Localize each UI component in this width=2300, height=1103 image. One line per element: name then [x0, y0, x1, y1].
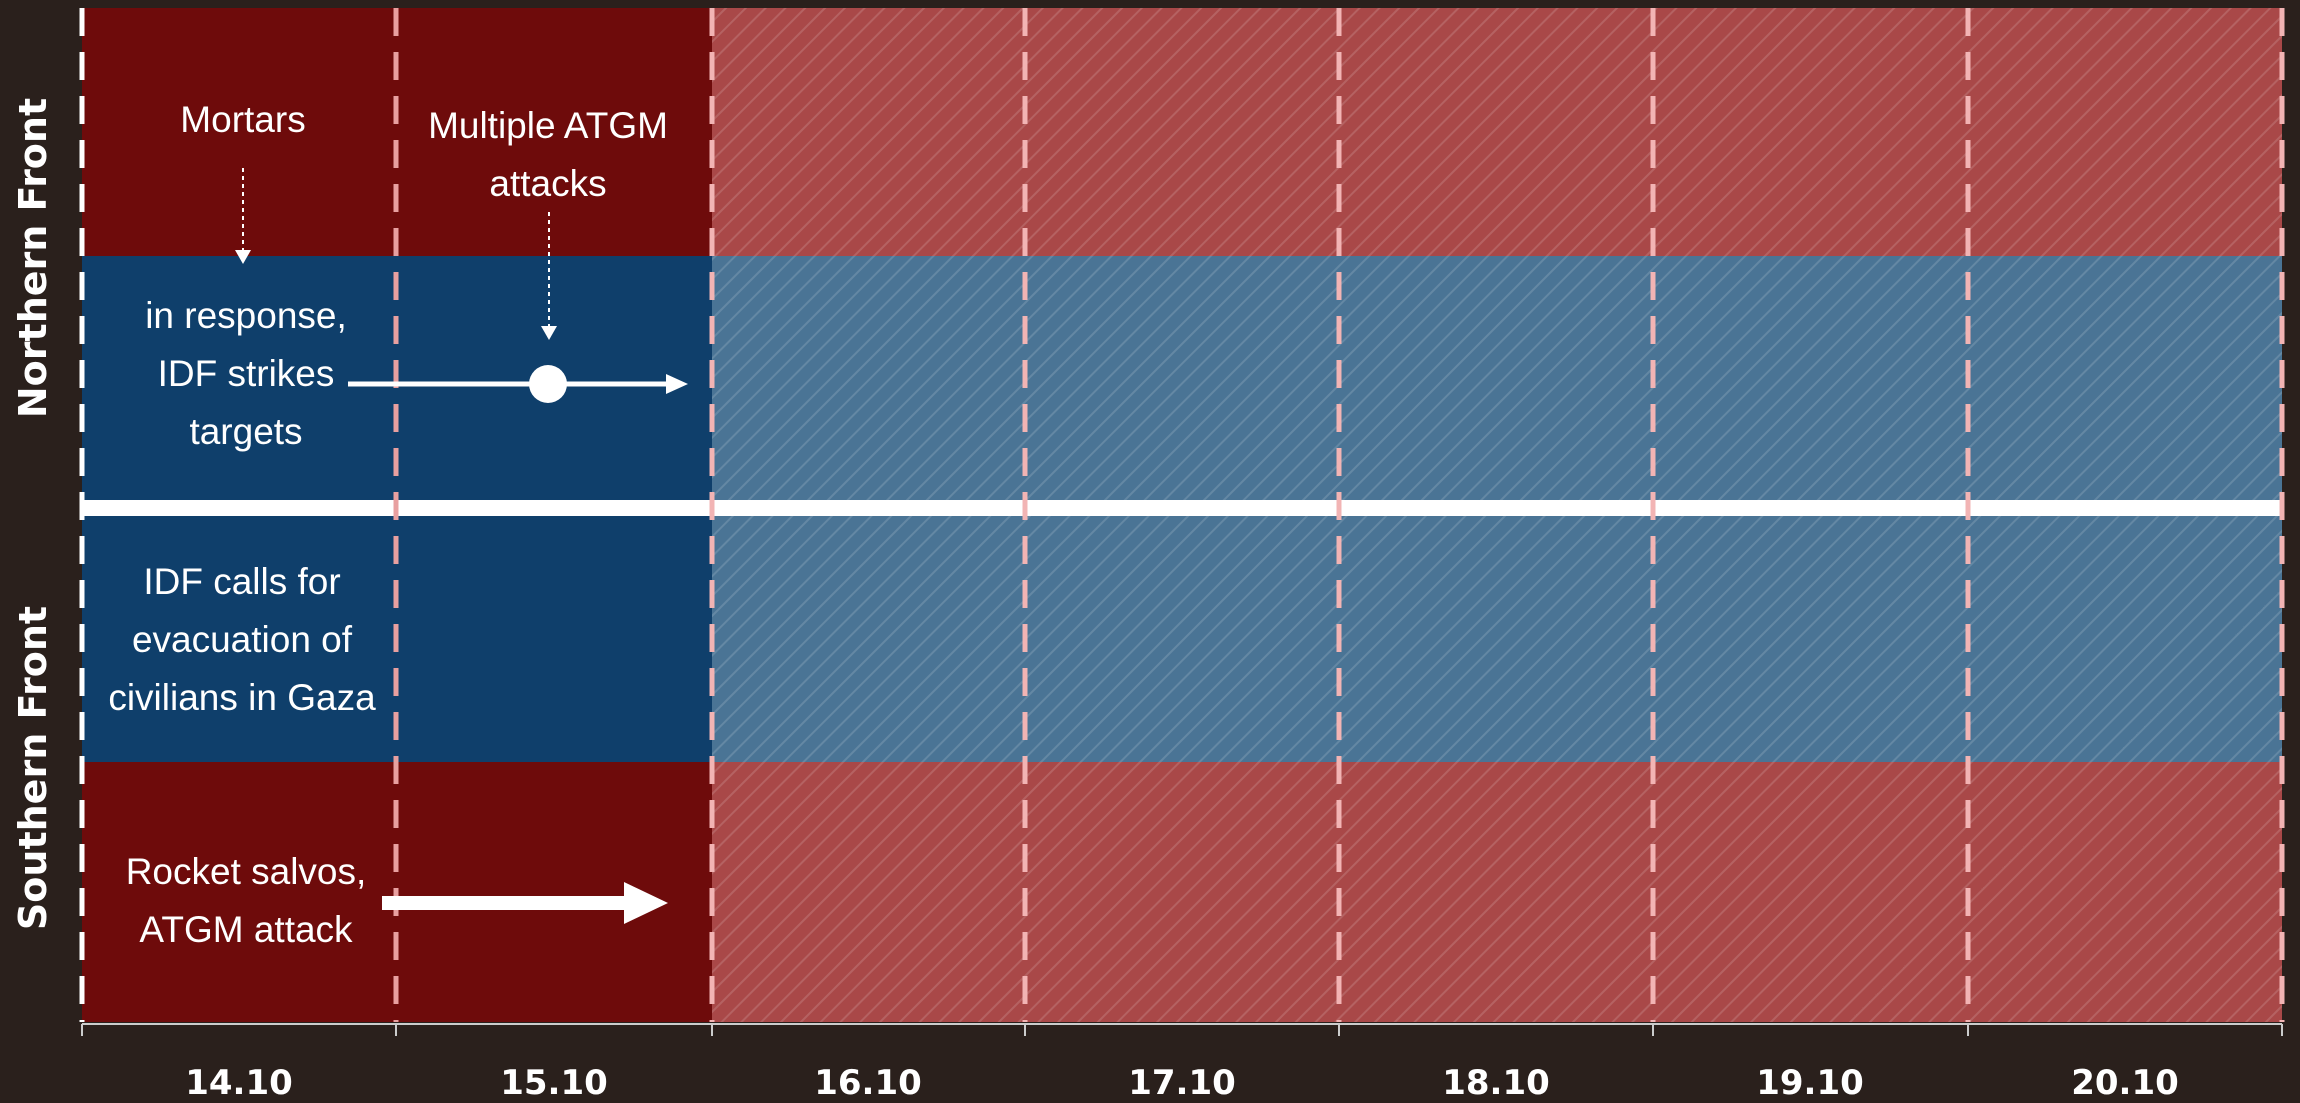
event-rocket-salvos-line2: ATGM attack	[139, 909, 353, 950]
idf-strikes-marker-dot	[529, 365, 567, 403]
day-separators	[79, 8, 2285, 1022]
date-label: 14.10	[185, 1063, 293, 1103]
event-idf-evacuation-line3: civilians in Gaza	[108, 677, 376, 718]
event-idf-evacuation-line2: evacuation of	[132, 619, 353, 660]
rocket-salvos-arrow-shaft	[382, 896, 628, 910]
mortars-pointer-arrowhead-icon	[235, 250, 251, 264]
date-label: 18.10	[1442, 1063, 1550, 1103]
southern-front-label: Southern Front	[11, 606, 55, 930]
atgm-pointer-arrowhead-icon	[541, 326, 557, 340]
event-idf-evacuation-line1: IDF calls for	[143, 561, 340, 602]
event-mortars: Mortars	[180, 99, 305, 140]
date-labels: 14.10 15.10 16.10 17.10 18.10 19.10 20.1…	[185, 1063, 2179, 1103]
rocket-salvos-arrowhead-icon	[624, 882, 668, 924]
date-label: 16.10	[814, 1063, 922, 1103]
north-enemy-band-active	[82, 8, 712, 256]
event-idf-strikes-line3: targets	[189, 411, 302, 452]
event-idf-strikes-line2: IDF strikes	[158, 353, 335, 394]
event-rocket-salvos-line1: Rocket salvos,	[126, 851, 367, 892]
date-label: 15.10	[500, 1063, 608, 1103]
event-atgm-north-line1: Multiple ATGM	[428, 105, 668, 146]
front-divider	[82, 500, 2282, 516]
date-label: 20.10	[2071, 1063, 2179, 1103]
event-atgm-north-line2: attacks	[489, 163, 606, 204]
axis-ticks	[81, 1024, 2283, 1036]
event-idf-strikes-line1: in response,	[145, 295, 347, 336]
date-label: 19.10	[1756, 1063, 1864, 1103]
date-label: 17.10	[1128, 1063, 1236, 1103]
northern-front-label: Northern Front	[11, 98, 55, 418]
idf-strikes-arrowhead-icon	[666, 374, 688, 394]
